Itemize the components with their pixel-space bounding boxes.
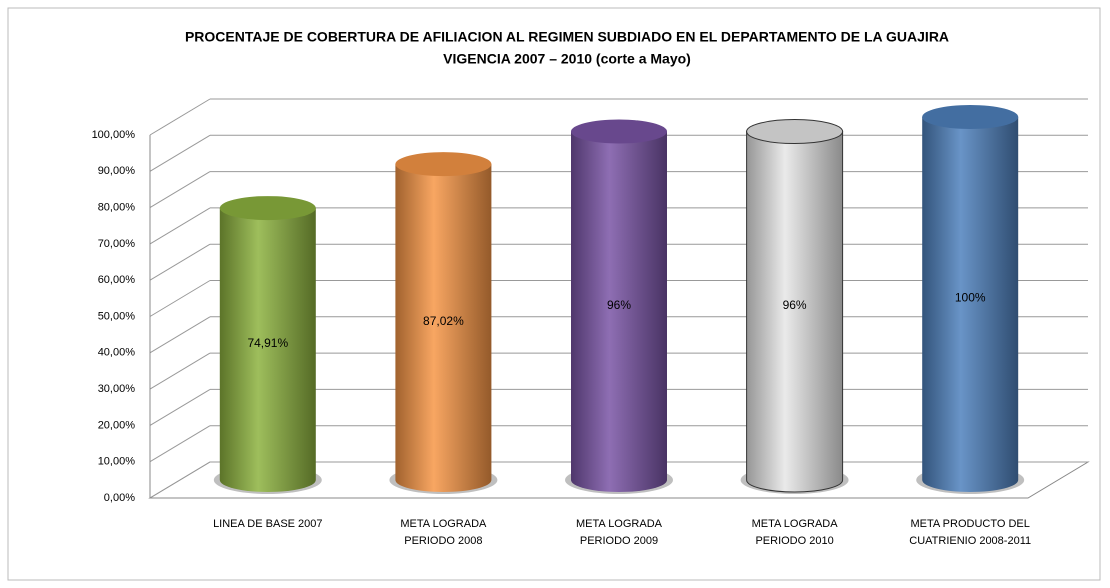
bar	[571, 131, 667, 492]
y-tick-label: 80,00%	[98, 202, 136, 214]
bar	[219, 208, 316, 492]
grid-line-side	[149, 316, 211, 354]
bar-top	[395, 152, 492, 177]
chart-subtitle: VIGENCIA 2007 – 2010 (corte a Mayo)	[443, 51, 691, 67]
x-tick-label: META LOGRADA PERIODO 2009	[576, 518, 662, 547]
value-label: 96%	[607, 298, 631, 312]
cylinder	[916, 105, 1025, 494]
bar-top	[746, 119, 844, 145]
grid-line-side	[149, 388, 211, 426]
x-tick-label: META PRODUCTO DEL CUATRIENIO 2008-2011	[909, 518, 1032, 547]
y-tick-label: 20,00%	[98, 419, 136, 431]
x-tick-label: LINEA DE BASE 2007	[213, 518, 323, 530]
value-label: 96%	[783, 298, 807, 312]
grid-line-side	[149, 98, 211, 136]
grid-line-side	[149, 280, 211, 317]
cylinder	[213, 196, 322, 494]
bar	[395, 164, 492, 492]
x-tick-label: META LOGRADA PERIODO 2010	[751, 518, 838, 547]
chart-title: PROCENTAJE DE COBERTURA DE AFILIACION AL…	[185, 29, 949, 45]
bar	[746, 131, 844, 493]
y-tick-label: 90,00%	[98, 165, 136, 177]
value-label: 74,91%	[247, 336, 288, 350]
cylinder	[389, 152, 498, 494]
grid-line-side	[149, 171, 211, 209]
cylinder	[740, 119, 849, 494]
grid-line-side	[149, 207, 211, 245]
y-tick-label: 0,00%	[104, 492, 135, 504]
y-tick-label: 30,00%	[98, 383, 136, 395]
bar	[922, 117, 1019, 492]
value-label: 100%	[955, 291, 986, 305]
grid-line-side	[149, 425, 211, 463]
cylinder	[565, 119, 673, 494]
grid-line-side	[149, 352, 211, 390]
x-tick-label: META LOGRADA PERIODO 2008	[400, 518, 487, 547]
bar-top	[571, 119, 667, 144]
y-tick-label: 60,00%	[98, 274, 136, 286]
bar-top	[219, 196, 316, 221]
grid-line-side	[149, 243, 211, 281]
y-tick-label: 70,00%	[98, 238, 136, 250]
value-label: 87,02%	[423, 314, 464, 328]
y-tick-label: 100,00%	[92, 129, 136, 141]
y-tick-label: 40,00%	[98, 347, 136, 359]
y-tick-label: 50,00%	[98, 310, 136, 322]
chart-frame	[7, 7, 1101, 581]
y-tick-label: 10,00%	[98, 456, 136, 468]
grid-line-side	[149, 461, 211, 499]
grid-line-side	[149, 134, 211, 172]
bar-top	[922, 105, 1019, 129]
